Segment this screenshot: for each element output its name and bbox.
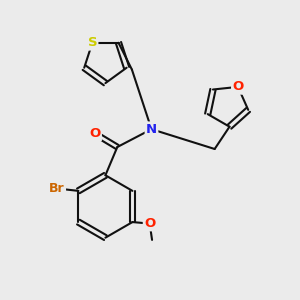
Text: O: O [232,80,244,93]
Text: N: N [146,123,157,136]
Text: S: S [88,36,97,49]
Text: Br: Br [49,182,65,195]
Text: O: O [89,127,100,140]
Text: O: O [144,217,155,230]
